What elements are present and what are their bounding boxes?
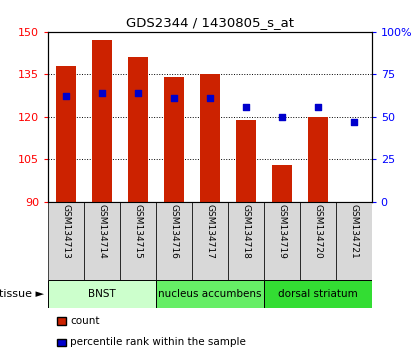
Text: GSM134714: GSM134714 bbox=[98, 204, 107, 259]
Text: nucleus accumbens: nucleus accumbens bbox=[158, 289, 262, 299]
Bar bbox=[272, 165, 292, 202]
Bar bbox=[48, 280, 156, 308]
Bar bbox=[236, 120, 256, 202]
Text: GSM134719: GSM134719 bbox=[277, 204, 286, 259]
Bar bbox=[192, 202, 228, 280]
Bar bbox=[228, 202, 264, 280]
Bar bbox=[156, 202, 192, 280]
Bar bbox=[92, 40, 112, 202]
Text: count: count bbox=[70, 316, 100, 326]
Text: GSM134716: GSM134716 bbox=[170, 204, 178, 259]
Point bbox=[315, 104, 321, 109]
Bar bbox=[48, 202, 84, 280]
Bar bbox=[120, 202, 156, 280]
Bar bbox=[308, 117, 328, 202]
Text: percentile rank within the sample: percentile rank within the sample bbox=[70, 337, 246, 348]
Point bbox=[171, 95, 177, 101]
Bar bbox=[164, 77, 184, 202]
Point bbox=[99, 90, 105, 96]
Text: GSM134713: GSM134713 bbox=[62, 204, 71, 259]
Point bbox=[278, 114, 285, 120]
Bar bbox=[156, 280, 264, 308]
Point bbox=[243, 104, 249, 109]
Point bbox=[350, 119, 357, 125]
Point bbox=[207, 95, 213, 101]
Text: dorsal striatum: dorsal striatum bbox=[278, 289, 358, 299]
Bar bbox=[84, 202, 120, 280]
Bar bbox=[128, 57, 148, 202]
Bar bbox=[56, 66, 76, 202]
Text: GSM134721: GSM134721 bbox=[349, 204, 358, 259]
Text: GSM134715: GSM134715 bbox=[134, 204, 143, 259]
Title: GDS2344 / 1430805_s_at: GDS2344 / 1430805_s_at bbox=[126, 16, 294, 29]
Point bbox=[135, 90, 142, 96]
Bar bbox=[300, 202, 336, 280]
Text: GSM134720: GSM134720 bbox=[313, 204, 322, 259]
Text: GSM134718: GSM134718 bbox=[241, 204, 250, 259]
Bar bbox=[264, 202, 300, 280]
Point bbox=[63, 93, 70, 99]
Text: BNST: BNST bbox=[88, 289, 116, 299]
Text: GSM134717: GSM134717 bbox=[205, 204, 215, 259]
Text: tissue ►: tissue ► bbox=[0, 289, 44, 299]
Bar bbox=[336, 202, 372, 280]
Bar bbox=[200, 74, 220, 202]
Bar bbox=[264, 280, 372, 308]
